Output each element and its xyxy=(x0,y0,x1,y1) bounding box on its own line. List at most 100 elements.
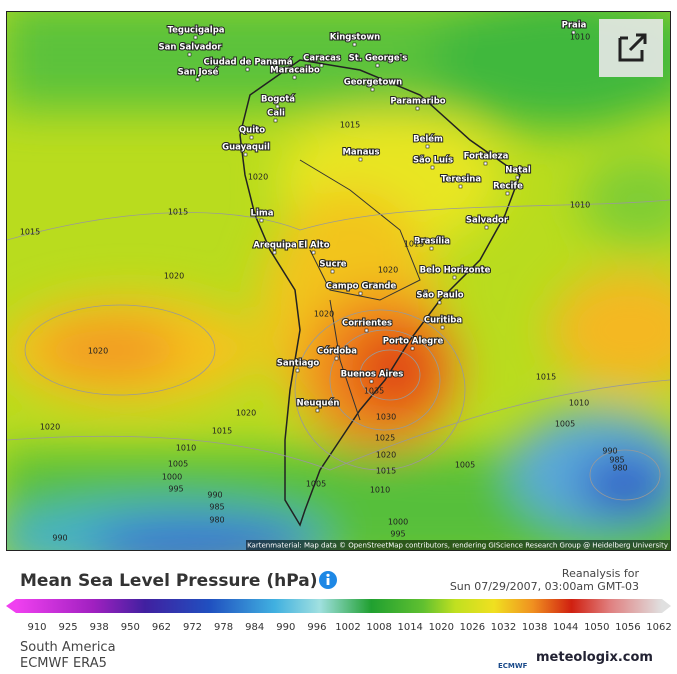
colorbar-tick-label: 1044 xyxy=(553,622,578,633)
isobar-label: 1035 xyxy=(364,387,384,396)
city-marker xyxy=(187,52,192,57)
city-label: Corrientes xyxy=(342,319,392,329)
city-marker xyxy=(259,218,264,223)
colorbar-tick-label: 972 xyxy=(183,622,202,633)
isobar-label: 1015 xyxy=(376,467,396,476)
city-marker xyxy=(375,63,380,68)
city-marker xyxy=(370,87,375,92)
isobar-label: 1025 xyxy=(375,434,395,443)
city-label: Fortaleza xyxy=(464,152,509,162)
reanalysis-label: Reanalysis for xyxy=(561,567,639,580)
city-marker xyxy=(484,225,489,230)
city-label: Curitiba xyxy=(424,316,462,326)
isobar-label: 1015 xyxy=(404,240,424,249)
isobar-label: 985 xyxy=(609,456,624,465)
city-label: Georgetown xyxy=(344,78,402,88)
share-button[interactable] xyxy=(599,19,663,77)
city-marker xyxy=(273,118,278,123)
city-label: Guayaquil xyxy=(222,143,270,153)
attribution-bg xyxy=(246,540,670,550)
city-marker xyxy=(334,356,339,361)
isobar-label: 1015 xyxy=(536,373,556,382)
isobar-label: 1015 xyxy=(212,427,232,436)
city-marker xyxy=(415,106,420,111)
city-marker xyxy=(358,291,363,296)
city-label: Belo Horizonte xyxy=(420,266,491,276)
city-marker xyxy=(193,35,198,40)
city-label: Paramaribo xyxy=(390,97,445,107)
isobar-label: 1005 xyxy=(555,420,575,429)
city-label: El Alto xyxy=(298,241,329,251)
colorbar-tick-label: 1002 xyxy=(335,622,360,633)
isobar-label: 1030 xyxy=(376,413,396,422)
city-label: San Salvador xyxy=(158,43,222,53)
colorbar-tick-label: 1020 xyxy=(429,622,454,633)
datetime: Sun 07/29/2007, 03:00am GMT-03 xyxy=(449,580,639,593)
colorbar-tick-label: 996 xyxy=(307,622,326,633)
city-label: Arequipa xyxy=(253,241,297,251)
city-label: Córdoba xyxy=(317,346,357,357)
city-label: Kingstown xyxy=(330,33,381,43)
city-label: Buenos Aires xyxy=(341,370,404,380)
city-marker xyxy=(311,250,316,255)
city-marker xyxy=(425,144,430,149)
colorbar-tick-label: 1032 xyxy=(491,622,516,633)
colorbar: 910 925 938 950 962 972 978 984 990 996 1002 1008 10… xyxy=(6,599,672,633)
city-marker xyxy=(319,63,324,68)
city-label: Praia xyxy=(562,21,587,31)
isobar-label: 1020 xyxy=(88,347,108,356)
city-marker xyxy=(369,379,374,384)
isobar-label: 1005 xyxy=(168,460,188,469)
city-label: Quito xyxy=(239,126,265,136)
city-marker xyxy=(249,135,254,140)
city-label: Salvador xyxy=(466,216,509,226)
isobar-label: 980 xyxy=(209,516,224,525)
meteologix-logo[interactable]: meteologix.com xyxy=(536,650,653,665)
region: South America xyxy=(20,640,116,655)
colorbar-tick-label: 950 xyxy=(121,622,140,633)
city-label: Bogotá xyxy=(261,95,295,105)
colorbar-tick-label: 1038 xyxy=(522,622,547,633)
city-label: Ciudad de Panamá xyxy=(204,58,293,68)
city-marker xyxy=(458,184,463,189)
colorbar-tick-label: 984 xyxy=(245,622,264,633)
colorbar-tick-label: 938 xyxy=(90,622,109,633)
city-marker xyxy=(515,175,520,180)
colorbar-tick-label: 962 xyxy=(152,622,171,633)
isobar-label: 995 xyxy=(168,485,183,494)
city-marker xyxy=(429,246,434,251)
city-label: Neuquén xyxy=(297,398,340,409)
isobar-label: 980 xyxy=(612,464,627,473)
info-icon[interactable] xyxy=(318,570,338,590)
isobar-label: 1015 xyxy=(168,208,188,217)
city-label: Caracas xyxy=(303,54,341,64)
isobar-label: 1020 xyxy=(378,266,398,275)
city-marker xyxy=(315,408,320,413)
isobar-label: 1015 xyxy=(340,121,360,130)
city-label: Lima xyxy=(251,209,274,219)
isobar-label: 995 xyxy=(390,530,405,539)
isobar-label: 1020 xyxy=(314,310,334,319)
city-marker xyxy=(330,269,335,274)
isobar-label: 990 xyxy=(52,534,67,543)
isobar-label: 1010 xyxy=(570,33,590,42)
borders xyxy=(299,159,421,421)
city-marker xyxy=(452,275,457,280)
city-marker xyxy=(272,250,277,255)
city-label: São Paulo xyxy=(416,291,463,301)
legend-title: Mean Sea Level Pressure (hPa) xyxy=(20,571,318,591)
city-label: São Luís xyxy=(413,156,453,166)
city-label: Sucre xyxy=(319,260,346,270)
city-label: Teresina xyxy=(441,175,481,185)
city-marker xyxy=(295,368,300,373)
city-marker xyxy=(275,104,280,109)
city-marker xyxy=(245,67,250,72)
isobar-label: 1005 xyxy=(455,461,475,470)
city-label: San José xyxy=(178,67,219,78)
isobar-label: 1000 xyxy=(162,473,182,482)
city-label: Natal xyxy=(505,166,531,176)
city-label: Santiago xyxy=(277,359,320,369)
